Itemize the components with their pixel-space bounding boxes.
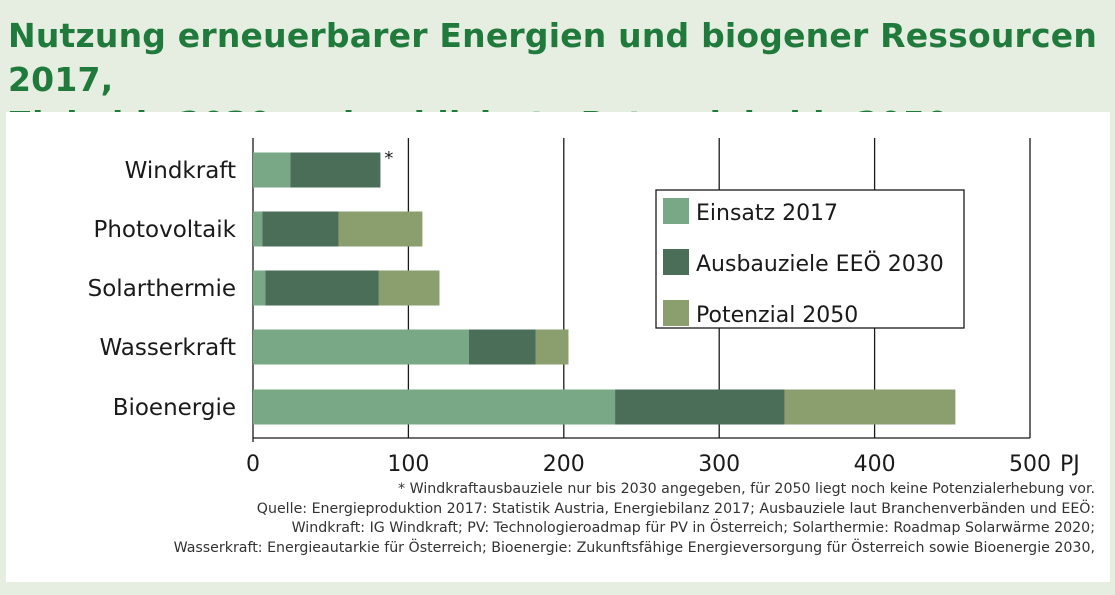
legend-label: Ausbauziele EEÖ 2030 <box>696 251 944 277</box>
legend-label: Potenzial 2050 <box>696 303 858 328</box>
footnote-line: Wasserkraft: Energieautarkie für Österre… <box>173 539 1095 556</box>
bar-segment <box>338 211 423 247</box>
bar-segment <box>378 270 440 306</box>
footnote-line: * Windkraftausbauziele nur bis 2030 ange… <box>398 481 1095 497</box>
bar-segment <box>262 211 339 247</box>
bar-segment <box>253 211 263 247</box>
bar-segment <box>253 270 266 306</box>
category-label: Solarthermie <box>88 276 236 302</box>
category-label: Photovoltaik <box>93 217 236 243</box>
bar-segment <box>290 152 381 188</box>
footnote-line: Quelle: Energieproduktion 2017: Statisti… <box>256 500 1095 517</box>
footnote-line: Windkraft: IG Windkraft; PV: Technologie… <box>291 520 1095 536</box>
legend-box <box>655 189 965 329</box>
legend-swatch <box>663 249 689 275</box>
legend-swatch <box>663 198 689 224</box>
footnotes: * Windkraftausbauziele nur bis 2030 ange… <box>174 480 1095 558</box>
x-tick-label: 400 <box>854 452 896 477</box>
x-tick-label: 100 <box>387 452 429 477</box>
title-line-1: Nutzung erneuerbarer Energien und biogen… <box>8 16 1098 99</box>
x-tick-label: 200 <box>543 452 585 477</box>
x-tick-label: 300 <box>698 452 740 477</box>
bar-segment <box>265 270 379 306</box>
category-label: Wasserkraft <box>99 335 236 361</box>
bar-segment <box>615 389 785 425</box>
x-tick-label: 0 <box>246 452 260 477</box>
bar-segment <box>535 329 569 365</box>
x-unit-label: PJ <box>1060 452 1080 477</box>
bar-annotation: * <box>384 148 393 169</box>
bar-segment <box>253 152 291 188</box>
category-label: Windkraft <box>125 158 236 184</box>
legend-label: Einsatz 2017 <box>696 201 838 226</box>
bar-segment <box>469 329 536 365</box>
bar-segment <box>784 389 956 425</box>
category-label: Bioenergie <box>113 395 236 421</box>
x-tick-label: 500 <box>1009 452 1051 477</box>
bar-segment <box>253 389 616 425</box>
legend-swatch <box>663 300 689 326</box>
bar-segment <box>253 329 470 365</box>
